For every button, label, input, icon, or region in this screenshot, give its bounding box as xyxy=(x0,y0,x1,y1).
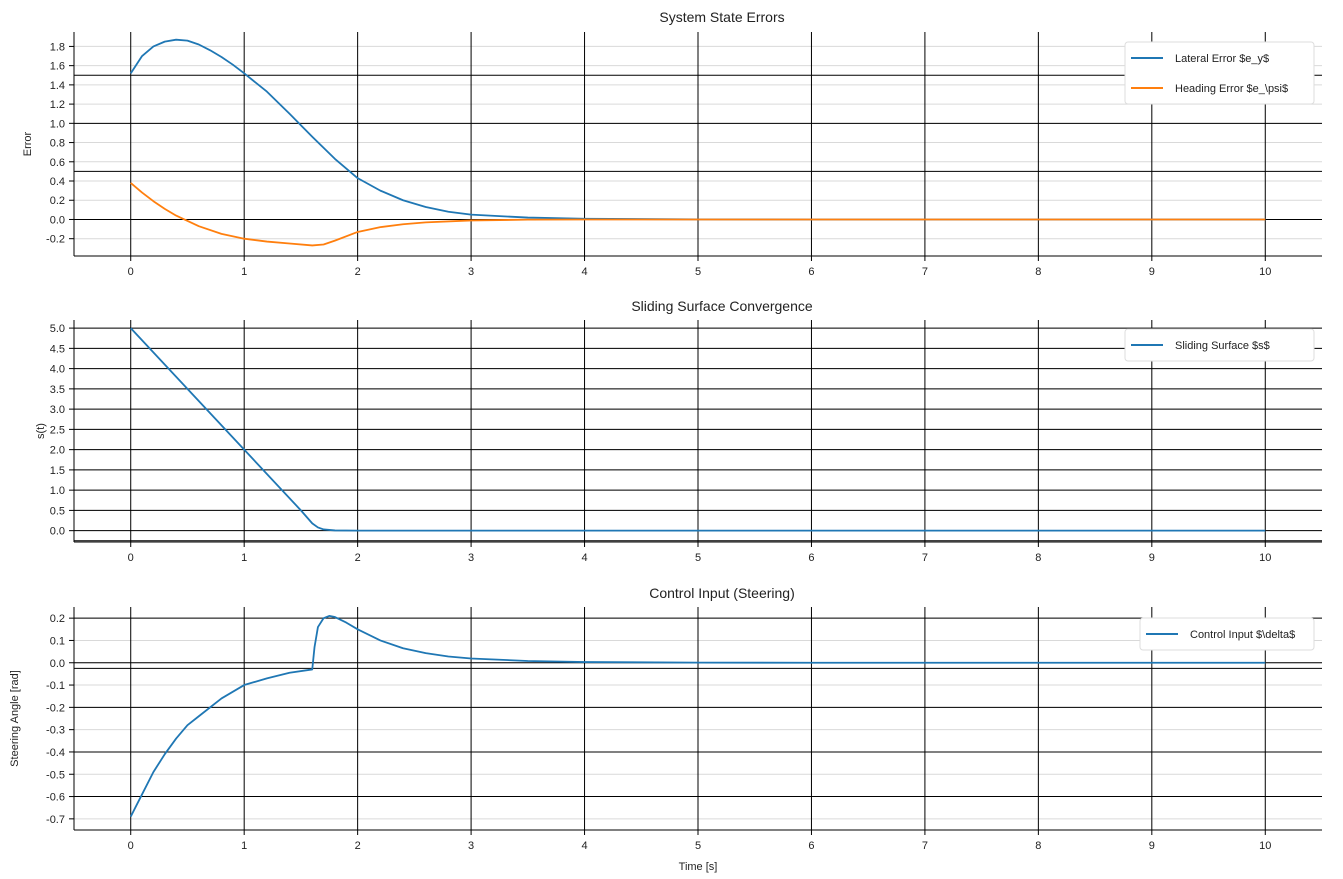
y-tick-label: -0.1 xyxy=(46,680,65,692)
y-tick-label: 0.0 xyxy=(50,526,65,538)
x-tick-label: 0 xyxy=(128,266,134,278)
y-tick-label: 1.6 xyxy=(50,61,65,73)
y-tick-label: 0.0 xyxy=(50,658,65,670)
y-tick-label: 1.2 xyxy=(50,99,65,111)
y-tick-label: -0.3 xyxy=(46,725,65,737)
y-tick-label: -0.6 xyxy=(46,792,65,804)
y-tick-label: 3.0 xyxy=(50,404,65,416)
y-tick-label: 1.0 xyxy=(50,118,65,130)
x-tick-label: 3 xyxy=(468,552,474,564)
legend-box xyxy=(1124,328,1315,362)
legend-label: Lateral Error $e_y$ xyxy=(1175,53,1269,65)
legend-box xyxy=(1139,617,1315,651)
y-tick-label: -0.7 xyxy=(46,814,65,826)
y-tick-label: 5.0 xyxy=(50,323,65,335)
x-tick-label: 7 xyxy=(922,266,928,278)
y-tick-label: 0.8 xyxy=(50,138,65,150)
x-tick-label: 8 xyxy=(1035,552,1041,564)
y-tick-label: 4.5 xyxy=(50,343,65,355)
x-tick-label: 2 xyxy=(355,840,361,852)
y-axis-label: Steering Angle [rad] xyxy=(9,670,21,767)
chart-title: Control Input (Steering) xyxy=(649,585,795,601)
y-tick-label: -0.5 xyxy=(46,769,65,781)
x-tick-label: 3 xyxy=(468,840,474,852)
x-tick-label: 10 xyxy=(1259,266,1271,278)
legend-box xyxy=(1124,41,1315,105)
y-tick-label: -0.4 xyxy=(46,747,65,759)
chart-title: System State Errors xyxy=(659,9,784,25)
chart-control-input: Control Input (Steering) Steering Angle [… xyxy=(9,585,1322,852)
y-tick-label: -0.2 xyxy=(46,234,65,246)
y-tick-label: -0.2 xyxy=(46,702,65,714)
x-tick-label: 10 xyxy=(1259,840,1271,852)
legend-label: Sliding Surface $s$ xyxy=(1175,340,1270,352)
chart-sliding-surface: Sliding Surface Convergence s(t) 0 1 2 3 4 5 6 7 8… xyxy=(35,298,1322,564)
chart-system-state-errors: System State Errors Error 0 1 2 3 4 5 6 7 8 9 10 -0.2… xyxy=(22,9,1322,278)
x-tick-label: 6 xyxy=(808,552,814,564)
x-tick-label: 6 xyxy=(808,840,814,852)
x-tick-label: 0 xyxy=(128,840,134,852)
y-tick-label: 1.4 xyxy=(50,80,65,92)
x-tick-label: 4 xyxy=(581,266,587,278)
x-tick-label: 8 xyxy=(1035,840,1041,852)
x-tick-label: 9 xyxy=(1149,266,1155,278)
x-tick-label: 5 xyxy=(695,266,701,278)
y-tick-label: 1.0 xyxy=(50,485,65,497)
x-tick-label: 5 xyxy=(695,840,701,852)
x-tick-label: 9 xyxy=(1149,552,1155,564)
x-tick-label: 1 xyxy=(241,266,247,278)
y-tick-label: 0.0 xyxy=(50,214,65,226)
legend-label: Heading Error $e_\psi$ xyxy=(1175,83,1288,95)
x-tick-label: 4 xyxy=(581,552,587,564)
series-line-0 xyxy=(129,615,1266,818)
y-tick-label: 0.2 xyxy=(50,613,65,625)
x-tick-label: 2 xyxy=(355,552,361,564)
x-tick-label: 7 xyxy=(922,552,928,564)
y-tick-label: 0.4 xyxy=(50,176,65,188)
y-tick-label: 2.5 xyxy=(50,424,65,436)
x-tick-label: 7 xyxy=(922,840,928,852)
x-tick-label: 8 xyxy=(1035,266,1041,278)
y-axis-label: s(t) xyxy=(35,423,47,439)
y-tick-label: 1.8 xyxy=(50,41,65,53)
x-tick-label: 3 xyxy=(468,266,474,278)
x-tick-label: 5 xyxy=(695,552,701,564)
x-tick-label: 4 xyxy=(581,840,587,852)
y-axis-label: Error xyxy=(22,131,34,156)
y-tick-label: 0.5 xyxy=(50,505,65,517)
chart-title: Sliding Surface Convergence xyxy=(631,298,813,314)
y-tick-label: 3.5 xyxy=(50,384,65,396)
y-tick-label: 0.6 xyxy=(50,157,65,169)
y-tick-label: 0.1 xyxy=(50,635,65,647)
x-tick-label: 10 xyxy=(1259,552,1271,564)
y-tick-label: 2.0 xyxy=(50,445,65,457)
x-axis-label: Time [s] xyxy=(679,861,718,873)
y-tick-label: 4.0 xyxy=(50,364,65,376)
x-tick-label: 0 xyxy=(128,552,134,564)
x-tick-label: 2 xyxy=(355,266,361,278)
series-line-1 xyxy=(130,182,1266,247)
series-line-0 xyxy=(130,327,1266,532)
legend-label: Control Input $\delta$ xyxy=(1190,629,1295,641)
y-tick-label: 1.5 xyxy=(50,465,65,477)
y-tick-label: 0.2 xyxy=(50,195,65,207)
x-tick-label: 6 xyxy=(808,266,814,278)
x-tick-label: 1 xyxy=(241,840,247,852)
x-tick-label: 1 xyxy=(241,552,247,564)
x-tick-label: 9 xyxy=(1149,840,1155,852)
